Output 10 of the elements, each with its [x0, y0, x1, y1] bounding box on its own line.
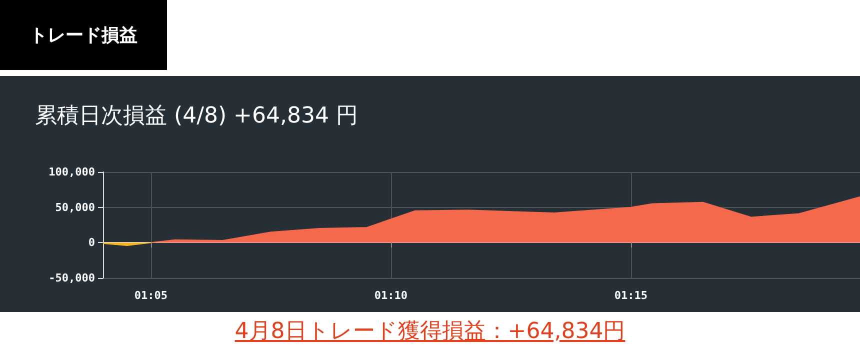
- x-tick-label: 01:10: [374, 289, 408, 302]
- y-tick-label: 50,000: [55, 200, 95, 214]
- x-tick-label: 01:05: [134, 289, 168, 302]
- y-tick-label: -50,000: [48, 272, 95, 284]
- y-tick-label: 0: [88, 236, 95, 250]
- x-tick-label: 01:15: [614, 289, 648, 302]
- text: 4月8日トレード獲得損益：+64,834円: [234, 318, 626, 346]
- chart-title: 累積日次損益 (4/8) +64,834 円: [35, 104, 358, 128]
- text: トレード損益: [0, 0, 167, 70]
- y-tick-label: 100,000: [48, 166, 95, 178]
